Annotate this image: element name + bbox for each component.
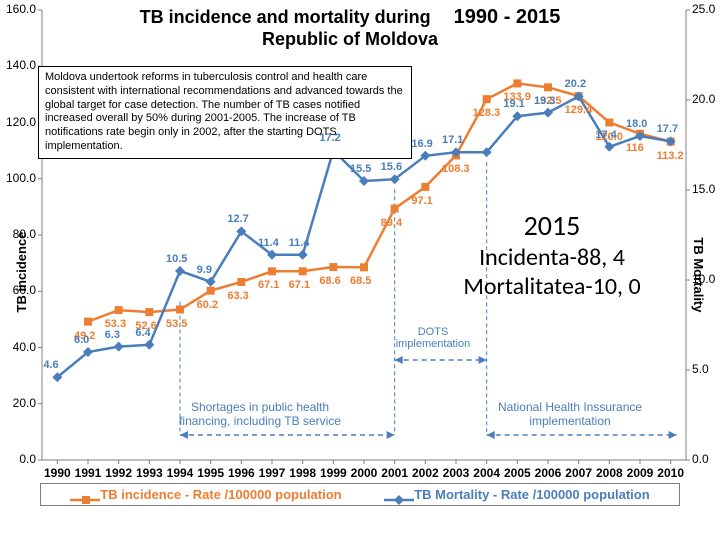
legend-mortality-label: TB Mortality - Rate /100000 population — [414, 487, 650, 502]
highlight-mortalitatea: Mortalitatea-10, 0 — [442, 272, 662, 301]
x-tick: 1993 — [136, 466, 163, 480]
annotation-nhi: National Health Inssurance implementatio… — [460, 400, 680, 428]
y-left-label: TB incidence — [14, 232, 29, 313]
y-left-tick: 20.0 — [13, 396, 36, 410]
x-tick: 1997 — [259, 466, 286, 480]
y-left-tick: 140.0 — [6, 58, 36, 72]
annotation-dots: DOTS implementation — [388, 326, 478, 350]
x-tick: 1991 — [75, 466, 102, 480]
y-right-tick: 5.0 — [692, 362, 709, 376]
data-label: 15.5 — [350, 163, 371, 175]
x-tick: 2007 — [565, 466, 592, 480]
data-label: 128.3 — [473, 107, 501, 119]
highlight-box: 2015 Incidenta-88, 4 Mortalitatea-10, 0 — [442, 208, 662, 301]
highlight-incidenta: Incidenta-88, 4 — [442, 243, 662, 272]
data-label: 6.3 — [105, 329, 120, 341]
data-label: 10.5 — [166, 253, 187, 265]
data-label: 17.1 — [442, 134, 463, 146]
data-label: 108.3 — [442, 163, 470, 175]
y-left-tick: 80.0 — [13, 227, 36, 241]
data-label: 9.9 — [197, 264, 212, 276]
x-tick: 1994 — [167, 466, 194, 480]
x-tick: 2010 — [657, 466, 684, 480]
data-label: 67.1 — [289, 279, 310, 291]
x-tick: 1996 — [228, 466, 255, 480]
data-label: 18.0 — [626, 118, 647, 130]
y-left-tick: 0.0 — [19, 452, 36, 466]
data-label: 17.2 — [319, 132, 340, 144]
data-label: 4.6 — [43, 359, 58, 371]
x-tick: 2008 — [596, 466, 623, 480]
data-label: 11.4 — [289, 237, 310, 249]
x-tick: 1995 — [197, 466, 224, 480]
x-tick: 2005 — [504, 466, 531, 480]
data-label: 16.9 — [411, 138, 432, 150]
legend-swatch-incidence — [70, 494, 92, 496]
y-left-tick: 60.0 — [13, 283, 36, 297]
data-label: 97.1 — [411, 195, 432, 207]
data-label: 68.5 — [350, 275, 371, 287]
chart-root: TB incidence and mortality during 1990 -… — [0, 0, 720, 540]
x-tick: 1990 — [44, 466, 71, 480]
data-label: 17.4 — [595, 129, 616, 141]
x-tick: 2001 — [381, 466, 408, 480]
legend-item-mortality: TB Mortality - Rate /100000 population — [384, 487, 650, 502]
data-label: 129.4 — [565, 104, 593, 116]
x-tick: 2004 — [473, 466, 500, 480]
y-left-tick: 120.0 — [6, 115, 36, 129]
legend: TB incidence - Rate /100000 population T… — [40, 483, 680, 506]
data-label: 60.2 — [197, 299, 218, 311]
data-label: 116 — [626, 142, 644, 154]
legend-incidence-label: TB incidence - Rate /100000 population — [100, 487, 341, 502]
x-tick: 2009 — [627, 466, 654, 480]
x-tick: 2003 — [443, 466, 470, 480]
y-right-tick: 0.0 — [692, 452, 709, 466]
x-tick: 1992 — [105, 466, 132, 480]
y-left-tick: 40.0 — [13, 340, 36, 354]
data-label: 12.7 — [227, 213, 248, 225]
data-label: 68.6 — [319, 275, 340, 287]
x-tick: 2000 — [351, 466, 378, 480]
data-label: 6.4 — [135, 327, 150, 339]
data-label: 11.4 — [258, 237, 279, 249]
highlight-year: 2015 — [442, 208, 662, 243]
x-tick: 2006 — [535, 466, 562, 480]
y-right-tick: 25.0 — [692, 2, 715, 16]
x-tick: 1999 — [320, 466, 347, 480]
data-label: 15.6 — [381, 161, 402, 173]
y-left-tick: 160.0 — [6, 2, 36, 16]
data-label: 6.0 — [74, 334, 89, 346]
annotation-shortage: Shortages in public health financing, in… — [170, 400, 350, 428]
data-label: 63.3 — [227, 290, 248, 302]
data-label: 67.1 — [258, 279, 279, 291]
x-tick: 1998 — [289, 466, 316, 480]
y-right-tick: 15.0 — [692, 182, 715, 196]
x-tick: 2002 — [412, 466, 439, 480]
data-label: 113.2 — [657, 150, 684, 162]
data-label: 53.5 — [166, 318, 187, 330]
y-right-tick: 10.0 — [692, 272, 715, 286]
data-label: 20.2 — [565, 78, 586, 90]
data-label: 17.7 — [657, 123, 678, 135]
legend-item-incidence: TB incidence - Rate /100000 population — [70, 487, 341, 502]
commentary-box: Moldova undertook reforms in tuberculosi… — [38, 66, 412, 159]
y-right-tick: 20.0 — [692, 92, 715, 106]
data-label: 19.3 — [534, 95, 555, 107]
data-label: 89.4 — [381, 217, 402, 229]
data-label: 19.1 — [503, 98, 524, 110]
legend-swatch-mortality — [384, 494, 406, 496]
y-left-tick: 100.0 — [6, 171, 36, 185]
